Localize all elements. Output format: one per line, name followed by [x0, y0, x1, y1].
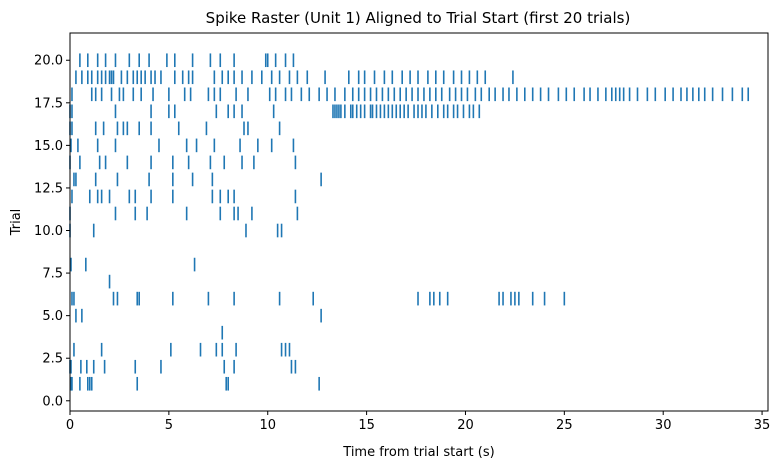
y-tick-label: 5.0 — [42, 309, 63, 324]
trial-18-spikes — [71, 87, 750, 102]
trial-19-spikes — [75, 70, 514, 85]
trial-13-spikes — [73, 172, 322, 187]
chart-title: Spike Raster (Unit 1) Aligned to Trial S… — [206, 9, 631, 27]
y-tick-label: 17.5 — [34, 96, 63, 111]
trial-1-spikes — [70, 376, 320, 391]
x-tick-label: 25 — [556, 418, 573, 433]
y-tick-label: 20.0 — [34, 54, 63, 69]
trial-16-spikes — [69, 121, 281, 136]
trial-3-spikes — [73, 342, 291, 357]
x-tick-label: 30 — [655, 418, 672, 433]
y-tick-label: 0.0 — [42, 394, 63, 409]
plot-area-frame — [69, 32, 769, 412]
y-tick-label: 7.5 — [42, 267, 63, 282]
x-axis-label: Time from trial start (s) — [342, 445, 494, 460]
y-tick-label: 15.0 — [34, 139, 63, 154]
x-tick-label: 15 — [358, 418, 375, 433]
x-tick-label: 20 — [457, 418, 474, 433]
trial-5-spikes — [75, 308, 322, 323]
trial-6-spikes — [71, 291, 566, 306]
y-axis-label: Trial — [9, 209, 24, 237]
trial-15-spikes — [70, 138, 295, 153]
y-tick-label: 10.0 — [34, 224, 63, 239]
x-tick-label: 5 — [165, 418, 173, 433]
x-tick-label: 0 — [66, 418, 74, 433]
y-tick-label: 12.5 — [34, 181, 63, 196]
x-axis-ticks: 0 5 10 15 20 25 30 35 — [66, 411, 770, 433]
trial-17-spikes — [69, 104, 481, 119]
x-tick-label: 35 — [754, 418, 771, 433]
y-tick-label: 2.5 — [42, 352, 63, 367]
spike-marks — [69, 53, 750, 391]
trial-20-spikes — [79, 53, 295, 68]
y-axis-ticks: 0.0 2.5 5.0 7.5 10.0 12.5 15.0 17.5 20.0 — [34, 54, 70, 409]
x-tick-label: 10 — [259, 418, 276, 433]
trial-12-spikes — [71, 189, 297, 204]
trial-8-spikes — [70, 257, 196, 272]
trial-11-spikes — [69, 206, 299, 221]
